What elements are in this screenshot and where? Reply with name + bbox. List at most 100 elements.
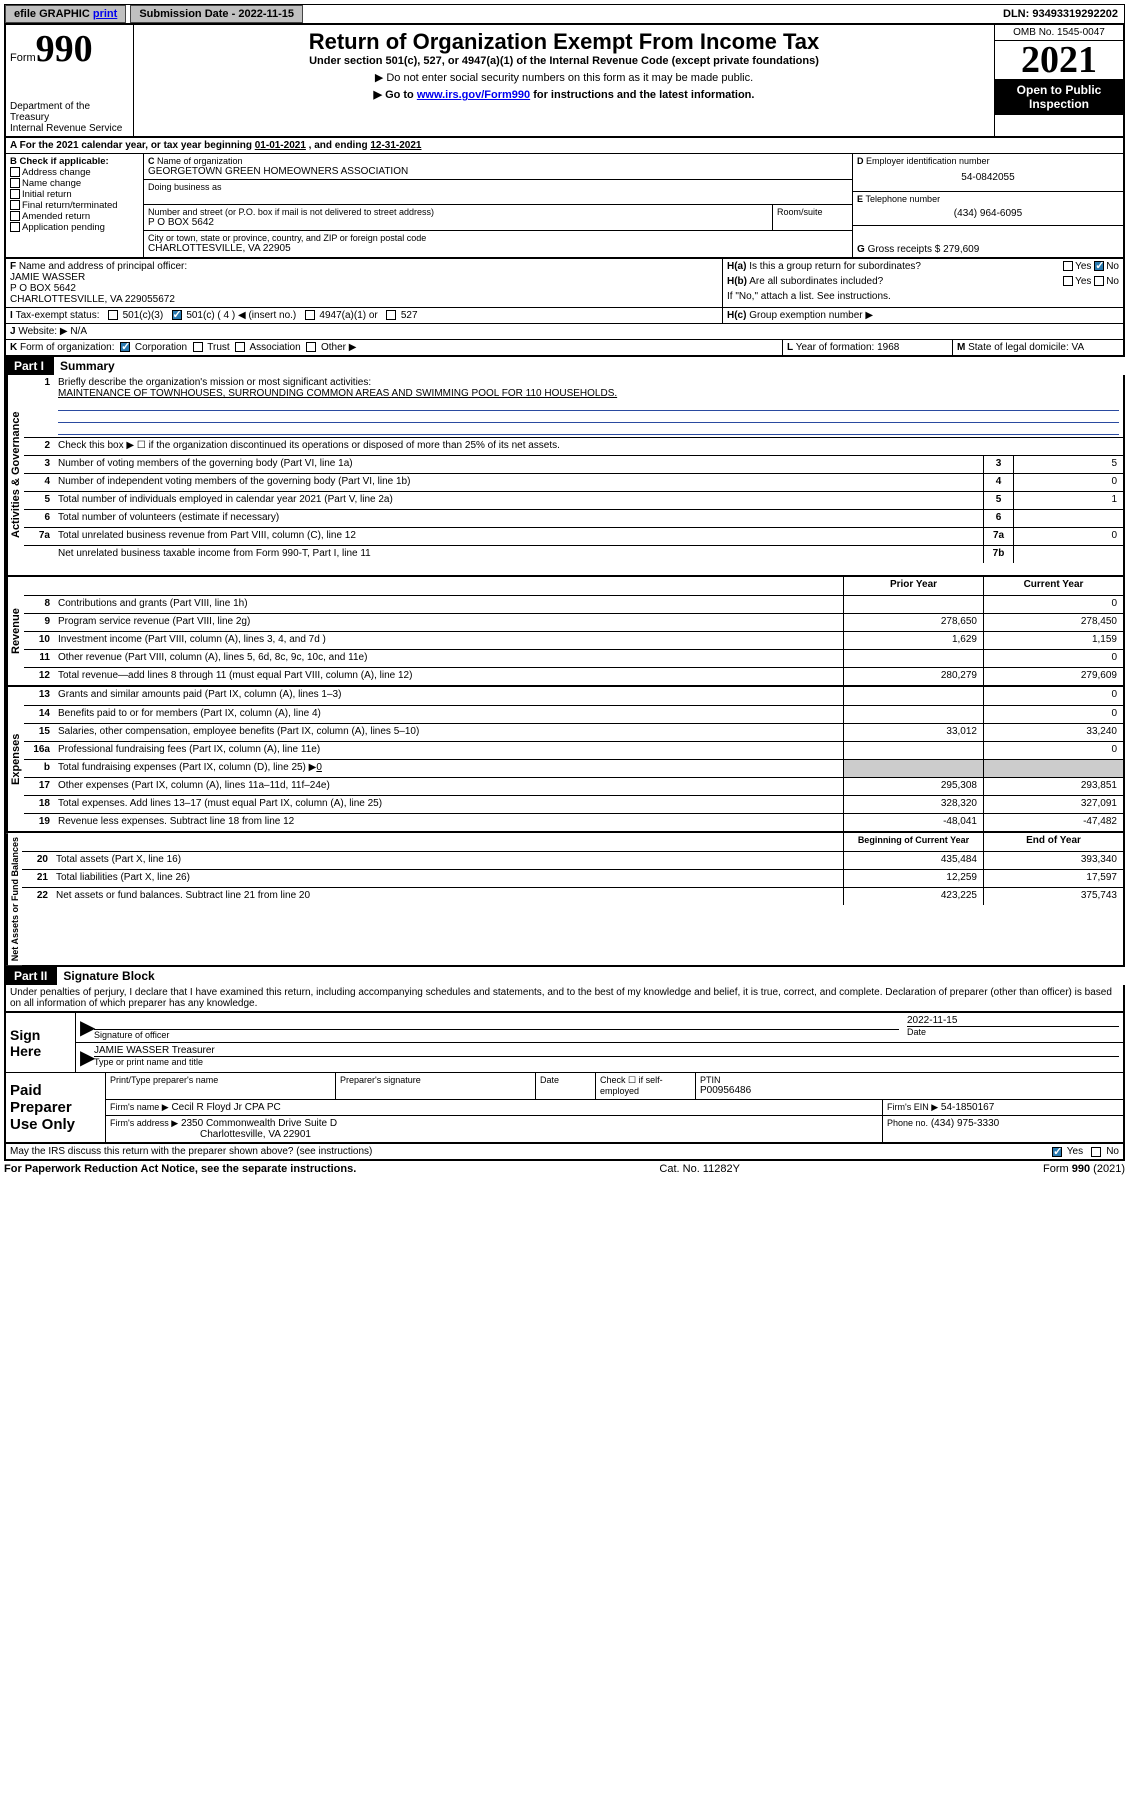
officer-label: Name and address of principal officer: — [19, 261, 187, 272]
firm-addr2: Charlottesville, VA 22901 — [200, 1129, 311, 1140]
l4: Number of independent voting members of … — [54, 474, 983, 491]
officer-name: JAMIE WASSER — [10, 272, 718, 283]
l7b-val — [1013, 546, 1123, 563]
form-org-label: Form of organization: — [20, 342, 115, 353]
chk-name[interactable]: Name change — [10, 178, 139, 189]
submission-date: Submission Date - 2022-11-15 — [130, 5, 303, 23]
prep-date-label: Date — [540, 1075, 591, 1085]
hc-label: Group exemption number ▶ — [749, 310, 873, 321]
form-number: Form990 — [10, 27, 129, 71]
irs-link[interactable]: www.irs.gov/Form990 — [417, 89, 530, 101]
l22: Net assets or fund balances. Subtract li… — [52, 888, 843, 905]
l5-val: 1 — [1013, 492, 1123, 509]
sig-date: 2022-11-15 — [907, 1015, 1119, 1026]
form-header: Form990 Department of the Treasury Inter… — [4, 24, 1125, 138]
l9: Program service revenue (Part VIII, line… — [54, 614, 843, 631]
hdr-beg: Beginning of Current Year — [843, 833, 983, 851]
l7a-val: 0 — [1013, 528, 1123, 545]
l3-val: 5 — [1013, 456, 1123, 473]
l4-val: 0 — [1013, 474, 1123, 491]
street-label: Number and street (or P.O. box if mail i… — [148, 207, 768, 217]
org-name-label: Name of organization — [157, 156, 243, 166]
footer-right: Form 990 (2021) — [1043, 1163, 1125, 1175]
type-name-label: Type or print name and title — [94, 1056, 1119, 1067]
year-formation-label: Year of formation: — [796, 342, 875, 353]
l17: Other expenses (Part IX, column (A), lin… — [54, 778, 843, 795]
state-label: State of legal domicile: — [968, 342, 1069, 353]
firm-phone: (434) 975-3330 — [931, 1118, 999, 1129]
firm-ein: 54-1850167 — [941, 1102, 994, 1113]
tax-status-label: Tax-exempt status: — [16, 310, 100, 321]
may-irs-row: May the IRS discuss this return with the… — [4, 1144, 1125, 1161]
chk-address[interactable]: Address change — [10, 167, 139, 178]
open-to-public: Open to Public Inspection — [995, 79, 1123, 115]
efile-label: efile GRAPHIC print — [5, 5, 126, 23]
phone-label: Telephone number — [866, 194, 941, 204]
prep-name-label: Print/Type preparer's name — [110, 1075, 331, 1085]
tax-year: 2021 — [995, 41, 1123, 79]
col-b: B Check if applicable: Address change Na… — [6, 154, 144, 257]
chk-initial[interactable]: Initial return — [10, 189, 139, 200]
vtab-revenue: Revenue — [6, 577, 24, 685]
dba-label: Doing business as — [148, 182, 848, 192]
chk-pending[interactable]: Application pending — [10, 222, 139, 233]
l12: Total revenue—add lines 8 through 11 (mu… — [54, 668, 843, 685]
l7a: Total unrelated business revenue from Pa… — [54, 528, 983, 545]
chk-amended[interactable]: Amended return — [10, 211, 139, 222]
part2-bar: Part II Signature Block — [4, 967, 1125, 985]
line-a: A For the 2021 calendar year, or tax yea… — [4, 138, 1125, 154]
l6-val — [1013, 510, 1123, 527]
ha-answer: Yes No — [1063, 261, 1119, 272]
hb-label: Are all subordinates included? — [749, 276, 883, 287]
officer-city: CHARLOTTESVILLE, VA 229055672 — [10, 294, 718, 305]
footer: For Paperwork Reduction Act Notice, see … — [4, 1161, 1125, 1177]
l18: Total expenses. Add lines 13–17 (must eq… — [54, 796, 843, 813]
l20: Total assets (Part X, line 16) — [52, 852, 843, 869]
l11: Other revenue (Part VIII, column (A), li… — [54, 650, 843, 667]
top-bar: efile GRAPHIC print Submission Date - 20… — [4, 4, 1125, 24]
paid-preparer: Paid Preparer Use Only — [6, 1073, 106, 1142]
self-employed: Check ☐ if self-employed — [596, 1073, 696, 1099]
l15: Salaries, other compensation, employee b… — [54, 724, 843, 741]
l16b: Total fundraising expenses (Part IX, col… — [54, 760, 843, 777]
vtab-expenses: Expenses — [6, 687, 24, 831]
print-link[interactable]: print — [93, 8, 117, 20]
l2: Check this box ▶ ☐ if the organization d… — [54, 438, 1123, 455]
website-value: N/A — [70, 326, 87, 337]
vtab-activities: Activities & Governance — [6, 375, 24, 575]
prep-sig-label: Preparer's signature — [340, 1075, 531, 1085]
l1-text: MAINTENANCE OF TOWNHOUSES, SURROUNDING C… — [58, 388, 617, 399]
footer-mid: Cat. No. 11282Y — [659, 1163, 740, 1175]
org-name: GEORGETOWN GREEN HOMEOWNERS ASSOCIATION — [148, 166, 848, 177]
form-title: Return of Organization Exempt From Incom… — [142, 29, 986, 55]
l8: Contributions and grants (Part VIII, lin… — [54, 596, 843, 613]
city: CHARLOTTESVILLE, VA 22905 — [148, 243, 848, 254]
part1-bar: Part I Summary — [4, 357, 1125, 375]
l5: Total number of individuals employed in … — [54, 492, 983, 509]
officer-name-title: JAMIE WASSER Treasurer — [94, 1045, 1119, 1056]
footer-left: For Paperwork Reduction Act Notice, see … — [4, 1163, 356, 1175]
l3: Number of voting members of the governin… — [54, 456, 983, 473]
l19: Revenue less expenses. Subtract line 18 … — [54, 814, 843, 831]
gross-label: Gross receipts $ — [868, 244, 941, 255]
subtitle-2: ▶ Do not enter social security numbers o… — [142, 71, 986, 84]
hdr-curr: Current Year — [983, 577, 1123, 595]
subtitle-1: Under section 501(c), 527, or 4947(a)(1)… — [142, 55, 986, 67]
l7b: Net unrelated business taxable income fr… — [54, 546, 983, 563]
room-label: Room/suite — [777, 207, 848, 217]
firm-addr1: 2350 Commonwealth Drive Suite D — [181, 1118, 337, 1129]
entity-block: B Check if applicable: Address change Na… — [4, 154, 1125, 259]
vtab-netassets: Net Assets or Fund Balances — [6, 833, 22, 965]
section-fk: F Name and address of principal officer:… — [4, 259, 1125, 357]
chk-final[interactable]: Final return/terminated — [10, 200, 139, 211]
ein: 54-0842055 — [857, 166, 1119, 189]
sig-officer-label: Signature of officer — [94, 1029, 899, 1040]
website-label: Website: ▶ — [18, 326, 67, 337]
street: P O BOX 5642 — [148, 217, 768, 228]
ein-label: Employer identification number — [866, 156, 990, 166]
l16a: Professional fundraising fees (Part IX, … — [54, 742, 843, 759]
phone: (434) 964-6095 — [857, 204, 1119, 223]
gross-receipts: 279,609 — [943, 244, 979, 255]
officer-street: P O BOX 5642 — [10, 283, 718, 294]
hdr-end: End of Year — [983, 833, 1123, 851]
